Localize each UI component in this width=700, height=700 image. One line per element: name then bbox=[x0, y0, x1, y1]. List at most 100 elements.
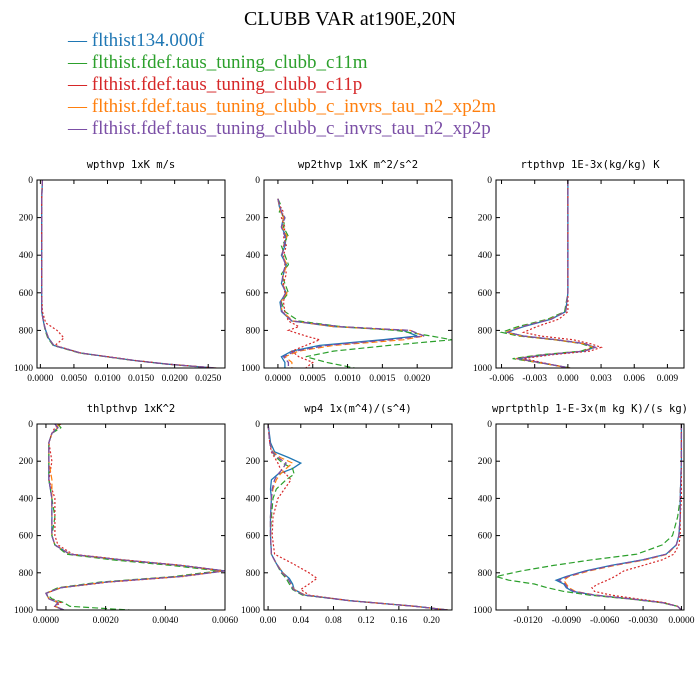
x-tick-label: -0.0030 bbox=[628, 616, 658, 626]
y-tick-label: 0 bbox=[487, 420, 492, 430]
x-tick-label: 0.0250 bbox=[195, 374, 221, 384]
x-tick-label: 0.0010 bbox=[334, 374, 360, 384]
plot-frame bbox=[263, 179, 453, 369]
y-tick-label: 1000 bbox=[473, 364, 492, 374]
panel-title: rtpthvp 1E-3x(kg/kg) K bbox=[520, 159, 660, 171]
x-tick-label: 0.000 bbox=[557, 374, 579, 384]
x-tick-label: 0.0000 bbox=[668, 616, 694, 626]
x-tick-label: 0.12 bbox=[358, 616, 375, 626]
y-tick-label: 800 bbox=[478, 569, 493, 579]
series-line-3 bbox=[277, 198, 322, 368]
legend: — flthist134.000f — flthist.fdef.taus_tun… bbox=[68, 30, 496, 140]
x-tick-label: 0.0100 bbox=[94, 374, 120, 384]
y-tick-label: 400 bbox=[246, 251, 261, 261]
plot-frame bbox=[36, 179, 226, 369]
legend-swatch: — bbox=[68, 74, 92, 95]
x-tick-label: 0.0015 bbox=[369, 374, 395, 384]
y-tick-label: 400 bbox=[19, 251, 34, 261]
x-tick-label: 0.0020 bbox=[404, 374, 430, 384]
x-tick-label: 0.20 bbox=[423, 616, 440, 626]
y-tick-label: 200 bbox=[19, 214, 34, 224]
x-tick-label: -0.0090 bbox=[552, 616, 582, 626]
y-tick-label: 600 bbox=[246, 532, 261, 542]
y-tick-label: 600 bbox=[19, 532, 34, 542]
x-tick-label: -0.0120 bbox=[513, 616, 543, 626]
plot-frame bbox=[36, 423, 226, 611]
x-tick-label: 0.009 bbox=[657, 374, 679, 384]
series-line-1 bbox=[45, 424, 225, 610]
x-tick-label: -0.006 bbox=[489, 374, 514, 384]
legend-swatch: — bbox=[68, 30, 92, 51]
series-line-5 bbox=[41, 180, 215, 368]
series-line-2 bbox=[44, 424, 220, 610]
legend-label: flthist.fdef.taus_tuning_clubb_c11p bbox=[91, 74, 363, 95]
legend-label: flthist134.000f bbox=[91, 30, 205, 51]
y-tick-label: 400 bbox=[478, 251, 493, 261]
x-tick-label: 0.0000 bbox=[27, 374, 53, 384]
y-tick-label: 0 bbox=[28, 176, 33, 186]
y-tick-label: 0 bbox=[255, 176, 260, 186]
x-tick-label: -0.0060 bbox=[590, 616, 620, 626]
series-line-5 bbox=[267, 424, 448, 610]
legend-label: flthist.fdef.taus_tuning_clubb_c11m bbox=[91, 52, 368, 73]
panel-title: thlpthvp 1xK^2 bbox=[87, 403, 176, 415]
y-tick-label: 1000 bbox=[241, 364, 260, 374]
legend-swatch: — bbox=[68, 52, 92, 73]
series-line-1 bbox=[267, 424, 448, 610]
series-line-3 bbox=[591, 424, 682, 610]
series-line-4 bbox=[267, 424, 448, 610]
x-tick-label: 0.0000 bbox=[265, 374, 291, 384]
x-tick-label: 0.0000 bbox=[33, 616, 59, 626]
y-tick-label: 800 bbox=[246, 569, 261, 579]
panel-title: wp2thvp 1xK m^2/s^2 bbox=[298, 159, 418, 171]
y-tick-label: 200 bbox=[246, 457, 261, 467]
y-tick-label: 0 bbox=[255, 420, 260, 430]
y-tick-label: 200 bbox=[478, 457, 493, 467]
series-line-5 bbox=[45, 424, 225, 610]
y-tick-label: 600 bbox=[19, 289, 34, 299]
series-line-4 bbox=[41, 180, 215, 368]
series-line-5 bbox=[277, 198, 425, 368]
panel-3: rtpthvp 1E-3x(kg/kg) K02004006008001000-… bbox=[473, 159, 685, 384]
y-tick-label: 800 bbox=[246, 326, 261, 336]
series-line-1 bbox=[277, 198, 418, 368]
series-line-3 bbox=[45, 424, 225, 610]
series-line-2 bbox=[41, 180, 214, 368]
y-tick-label: 200 bbox=[478, 214, 493, 224]
x-tick-label: 0.0060 bbox=[212, 616, 238, 626]
y-tick-label: 200 bbox=[19, 457, 34, 467]
y-tick-label: 600 bbox=[246, 289, 261, 299]
x-tick-label: 0.0040 bbox=[152, 616, 178, 626]
legend-label: flthist.fdef.taus_tuning_clubb_c_invrs_t… bbox=[91, 118, 491, 139]
legend-entry: — flthist.fdef.taus_tuning_clubb_c_invrs… bbox=[68, 96, 496, 118]
series-line-1 bbox=[41, 180, 215, 368]
plot-frame bbox=[495, 179, 685, 369]
x-tick-label: 0.006 bbox=[624, 374, 646, 384]
y-tick-label: 800 bbox=[19, 326, 34, 336]
y-tick-label: 400 bbox=[478, 494, 493, 504]
legend-swatch: — bbox=[68, 96, 92, 117]
series-line-3 bbox=[521, 180, 603, 368]
plot-frame bbox=[263, 423, 453, 611]
y-tick-label: 800 bbox=[478, 326, 493, 336]
x-tick-label: 0.0200 bbox=[162, 374, 188, 384]
series-line-4 bbox=[45, 424, 223, 610]
panel-title: wpthvp 1xK m/s bbox=[87, 159, 176, 171]
series-line-3 bbox=[41, 180, 217, 368]
series-line-5 bbox=[557, 424, 683, 610]
series-line-5 bbox=[506, 180, 598, 368]
x-tick-label: 0.0005 bbox=[300, 374, 326, 384]
legend-label: flthist.fdef.taus_tuning_clubb_c_invrs_t… bbox=[91, 96, 496, 117]
series-line-1 bbox=[554, 424, 683, 610]
x-tick-label: 0.16 bbox=[391, 616, 408, 626]
x-tick-label: 0.003 bbox=[590, 374, 612, 384]
chart-title: CLUBB VAR at190E,20N bbox=[243, 8, 457, 30]
panel-2: wp2thvp 1xK m^2/s^2 0 200 400 600 800 1000 0.00… bbox=[241, 159, 453, 384]
x-tick-label: 0.0020 bbox=[93, 616, 119, 626]
panel-title: wprtpthlp 1-E-3x(m kg K)/(s kg) bbox=[492, 403, 688, 415]
series-line-3 bbox=[267, 424, 448, 610]
